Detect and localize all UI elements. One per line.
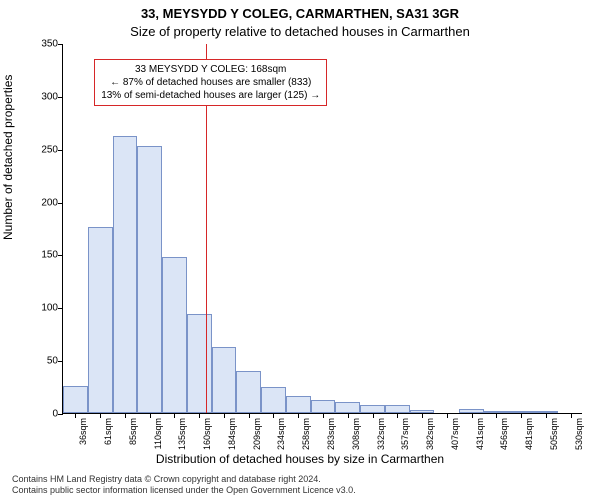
histogram-bar (286, 396, 311, 413)
x-tick-label: 209sqm (252, 418, 262, 450)
x-tick-label: 431sqm (475, 418, 485, 450)
histogram-bar (360, 405, 385, 413)
x-tick-label: 110sqm (153, 418, 163, 449)
x-tick-label: 283sqm (326, 418, 336, 450)
x-tick-mark (298, 413, 299, 418)
x-tick-mark (100, 413, 101, 418)
x-tick-mark (199, 413, 200, 418)
y-tick-label: 150 (41, 250, 58, 261)
histogram-plot: 05010015020025030035036sqm61sqm85sqm110s… (62, 44, 582, 414)
x-tick-mark (472, 413, 473, 418)
x-tick-mark (150, 413, 151, 418)
x-tick-mark (373, 413, 374, 418)
y-axis-label: Number of detached properties (1, 75, 15, 240)
x-tick-label: 505sqm (549, 418, 559, 450)
histogram-bar (187, 314, 212, 413)
x-tick-mark (174, 413, 175, 418)
page-subtitle: Size of property relative to detached ho… (0, 24, 600, 39)
histogram-bar (137, 146, 162, 413)
footer-line: Contains public sector information licen… (12, 485, 588, 496)
x-tick-label: 530sqm (574, 418, 584, 450)
x-tick-mark (75, 413, 76, 418)
annotation-line: ← 87% of detached houses are smaller (83… (101, 76, 320, 89)
histogram-bar (385, 405, 410, 413)
histogram-bar (212, 347, 237, 413)
histogram-bar (335, 402, 360, 413)
x-tick-label: 160sqm (202, 418, 212, 450)
y-tick-label: 100 (41, 303, 58, 314)
footer-attribution: Contains HM Land Registry data © Crown c… (0, 474, 600, 497)
histogram-bar (88, 227, 113, 413)
histogram-bar (236, 371, 261, 413)
x-tick-mark (224, 413, 225, 418)
histogram-bar (63, 386, 88, 413)
y-tick-label: 250 (41, 144, 58, 155)
x-tick-mark (348, 413, 349, 418)
y-tick-mark (58, 44, 63, 45)
annotation-line: 13% of semi-detached houses are larger (… (101, 89, 320, 102)
histogram-bar (162, 257, 187, 413)
x-tick-label: 308sqm (351, 418, 361, 450)
y-tick-label: 50 (47, 356, 58, 367)
y-tick-mark (58, 414, 63, 415)
y-tick-mark (58, 361, 63, 362)
x-tick-mark (521, 413, 522, 418)
x-tick-mark (422, 413, 423, 418)
x-tick-label: 85sqm (128, 418, 138, 445)
y-tick-label: 300 (41, 91, 58, 102)
footer-line: Contains HM Land Registry data © Crown c… (12, 474, 588, 485)
x-tick-mark (496, 413, 497, 418)
x-tick-mark (125, 413, 126, 418)
y-tick-label: 200 (41, 197, 58, 208)
x-tick-label: 36sqm (78, 418, 88, 445)
y-tick-label: 350 (41, 39, 58, 50)
x-tick-label: 456sqm (499, 418, 509, 450)
histogram-bar (261, 387, 286, 413)
x-tick-mark (546, 413, 547, 418)
x-tick-label: 332sqm (376, 418, 386, 450)
y-tick-mark (58, 97, 63, 98)
y-tick-mark (58, 255, 63, 256)
x-tick-label: 407sqm (450, 418, 460, 450)
x-tick-label: 258sqm (301, 418, 311, 450)
x-tick-label: 61sqm (103, 418, 113, 445)
x-tick-label: 481sqm (524, 418, 534, 450)
x-tick-mark (397, 413, 398, 418)
x-tick-label: 382sqm (425, 418, 435, 450)
x-axis-label: Distribution of detached houses by size … (0, 452, 600, 466)
x-tick-label: 357sqm (400, 418, 410, 450)
x-tick-mark (249, 413, 250, 418)
page-title: 33, MEYSYDD Y COLEG, CARMARTHEN, SA31 3G… (0, 6, 600, 21)
annotation-box: 33 MEYSYDD Y COLEG: 168sqm← 87% of detac… (94, 59, 327, 106)
y-tick-mark (58, 308, 63, 309)
x-tick-label: 135sqm (177, 418, 187, 450)
histogram-bar (311, 400, 336, 413)
x-tick-mark (447, 413, 448, 418)
x-tick-mark (571, 413, 572, 418)
x-tick-mark (323, 413, 324, 418)
x-tick-mark (273, 413, 274, 418)
x-tick-label: 234sqm (276, 418, 286, 450)
y-tick-mark (58, 203, 63, 204)
histogram-bar (113, 136, 138, 413)
x-tick-label: 184sqm (227, 418, 237, 450)
annotation-line: 33 MEYSYDD Y COLEG: 168sqm (101, 63, 320, 76)
y-tick-mark (58, 150, 63, 151)
